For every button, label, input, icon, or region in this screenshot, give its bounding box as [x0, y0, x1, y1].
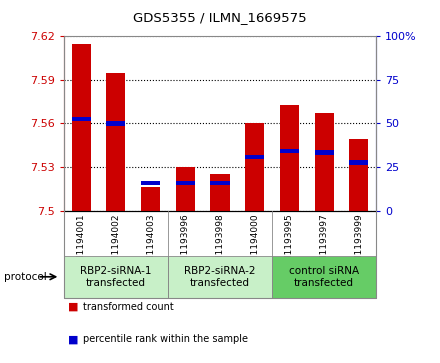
Bar — [245, 123, 264, 211]
Bar — [315, 113, 334, 211]
Bar — [349, 139, 368, 211]
Text: RBP2-siRNA-2
transfected: RBP2-siRNA-2 transfected — [184, 266, 256, 287]
Bar — [176, 181, 195, 185]
Text: ■: ■ — [68, 334, 79, 344]
Bar — [141, 181, 160, 185]
Text: RBP2-siRNA-1
transfected: RBP2-siRNA-1 transfected — [80, 266, 152, 287]
Text: percentile rank within the sample: percentile rank within the sample — [83, 334, 248, 344]
Bar — [349, 160, 368, 165]
Bar — [210, 181, 230, 185]
Text: control siRNA
transfected: control siRNA transfected — [289, 266, 359, 287]
Text: ■: ■ — [68, 302, 79, 312]
Bar — [280, 149, 299, 153]
Bar — [176, 167, 195, 211]
Bar — [72, 117, 91, 121]
Text: GDS5355 / ILMN_1669575: GDS5355 / ILMN_1669575 — [133, 11, 307, 24]
Bar — [315, 150, 334, 155]
Bar — [280, 105, 299, 211]
Text: transformed count: transformed count — [83, 302, 173, 312]
Bar — [245, 155, 264, 159]
Text: protocol: protocol — [4, 272, 47, 282]
Bar — [210, 174, 230, 211]
Bar — [141, 187, 160, 211]
Bar — [72, 44, 91, 211]
Bar — [106, 121, 125, 126]
Bar — [106, 73, 125, 211]
